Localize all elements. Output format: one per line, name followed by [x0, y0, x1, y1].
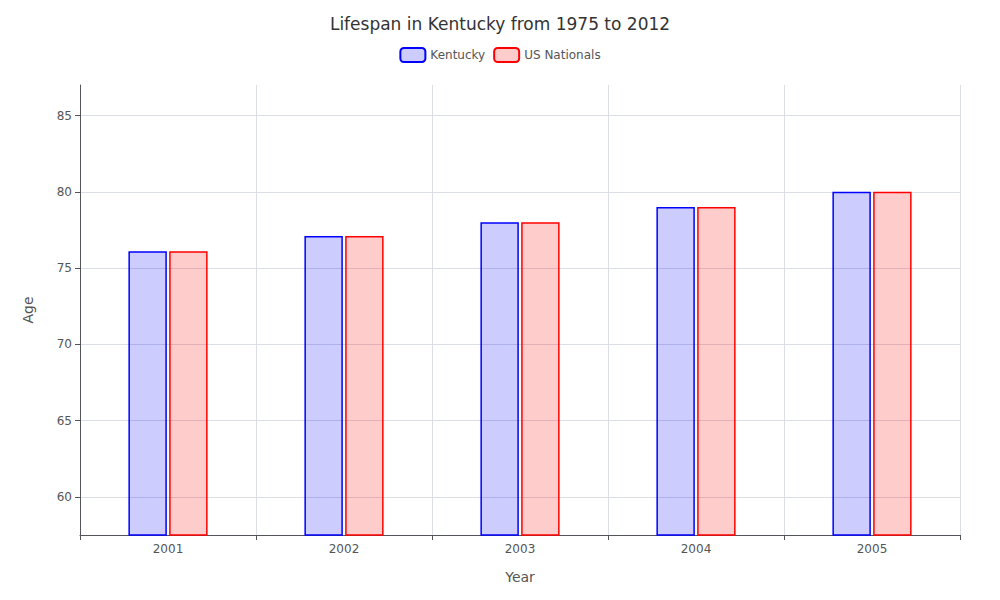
- svg-text:80: 80: [57, 185, 72, 199]
- svg-text:70: 70: [57, 337, 72, 351]
- svg-text:Lifespan in Kentucky from 1975: Lifespan in Kentucky from 1975 to 2012: [330, 14, 670, 34]
- svg-text:85: 85: [57, 109, 72, 123]
- svg-text:Year: Year: [504, 569, 535, 585]
- svg-text:Kentucky: Kentucky: [430, 48, 485, 62]
- svg-text:2001: 2001: [153, 542, 184, 556]
- svg-text:US Nationals: US Nationals: [524, 48, 600, 62]
- svg-text:2005: 2005: [857, 542, 888, 556]
- svg-text:60: 60: [57, 490, 72, 504]
- svg-text:Age: Age: [20, 296, 36, 323]
- svg-text:2003: 2003: [505, 542, 536, 556]
- svg-text:75: 75: [57, 261, 72, 275]
- svg-text:2002: 2002: [329, 542, 360, 556]
- svg-text:65: 65: [57, 414, 72, 428]
- svg-text:2004: 2004: [681, 542, 712, 556]
